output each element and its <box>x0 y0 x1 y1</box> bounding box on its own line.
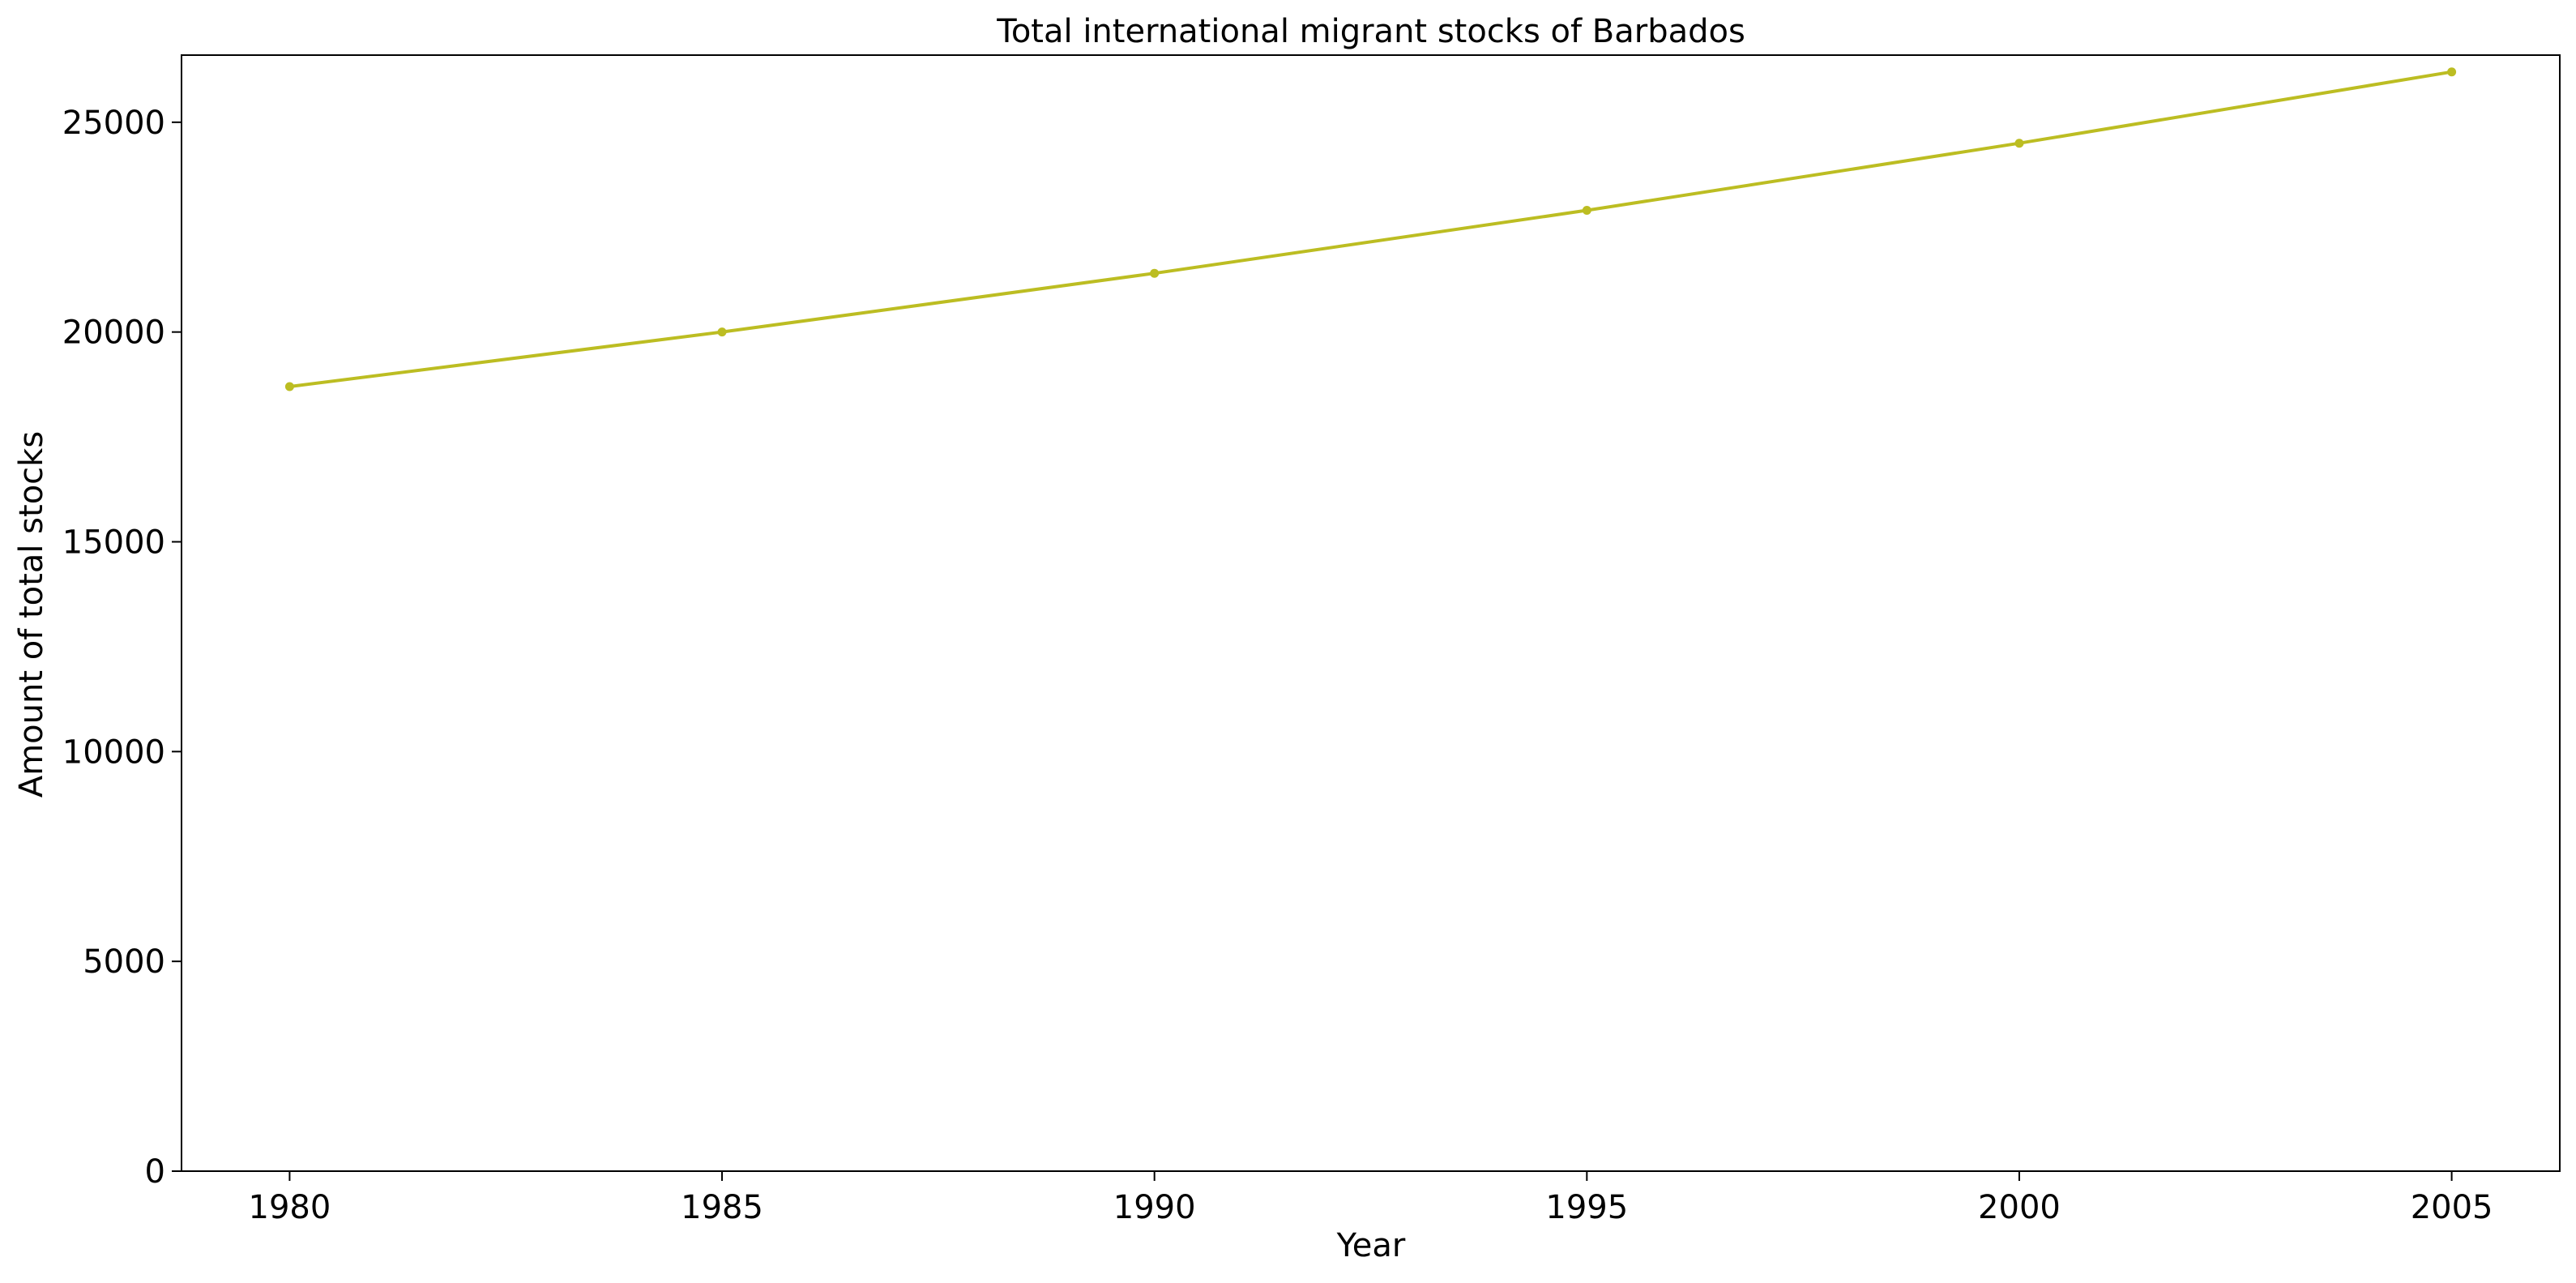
x-tick-label: 1980 <box>249 1189 331 1226</box>
x-tick-label: 1995 <box>1545 1189 1628 1226</box>
series-layer <box>284 67 2457 391</box>
x-tick-label: 1985 <box>681 1189 763 1226</box>
y-axis-ticks: 0 5000 10000 15000 20000 25000 <box>62 105 182 1191</box>
x-tick-label: 2005 <box>2411 1189 2493 1226</box>
x-axis-label: Year <box>1336 1227 1406 1264</box>
y-tick-label: 5000 <box>83 943 165 981</box>
y-tick-label: 20000 <box>62 314 165 352</box>
chart-title: Total international migrant stocks of Ba… <box>996 13 1745 50</box>
data-point <box>2447 67 2457 77</box>
y-tick-label: 25000 <box>62 105 165 142</box>
y-axis-label: Amount of total stocks <box>13 431 50 798</box>
y-tick-label: 10000 <box>62 733 165 771</box>
y-tick-label: 0 <box>145 1153 165 1191</box>
data-point <box>1582 206 1591 216</box>
data-point <box>717 327 727 337</box>
y-tick-label: 15000 <box>62 524 165 561</box>
data-point <box>1150 268 1160 278</box>
data-point <box>2014 139 2024 148</box>
x-tick-label: 1990 <box>1113 1189 1196 1226</box>
series-line <box>289 70 2452 388</box>
x-axis-ticks: 1980 1985 1990 1995 2000 2005 <box>249 1171 2493 1226</box>
data-point <box>284 382 294 391</box>
plot-area-frame <box>181 54 2561 1172</box>
x-tick-label: 2000 <box>1978 1189 2061 1226</box>
